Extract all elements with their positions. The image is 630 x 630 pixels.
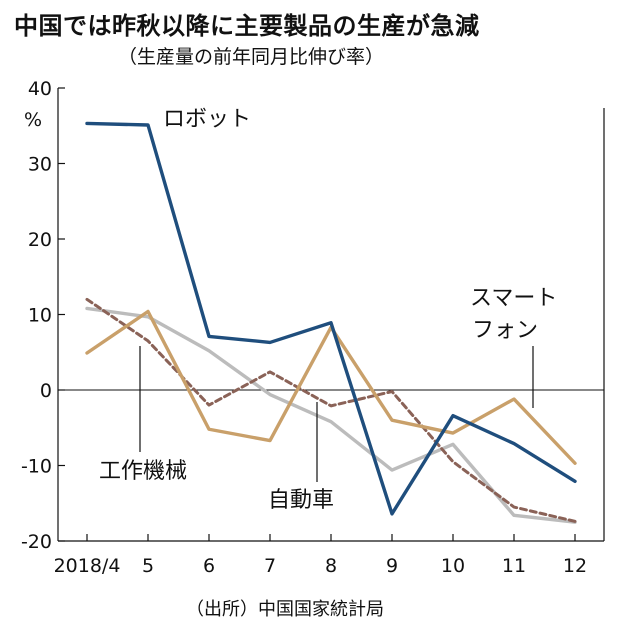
annotation-labels: ロボット スマート フォン 工作機械 自動車 — [99, 107, 557, 513]
chart-title: 中国では昨秋以降に主要製品の生産が急減 — [14, 12, 480, 40]
x-tick-label: 9 — [386, 555, 398, 577]
x-tick-label: 6 — [203, 555, 215, 577]
annotation-robot: ロボット — [163, 107, 251, 132]
tick-labels: 40 30 20 10 0 -10 -20% 2018/4 5 6 7 8 9 10 11 12 — [21, 78, 587, 577]
y-tick-label: 40 — [28, 78, 52, 100]
axes — [57, 87, 605, 542]
y-tick-label: 20 — [28, 229, 52, 251]
x-tick-label: 11 — [502, 555, 526, 577]
y-tick-label: -10 — [21, 456, 52, 478]
x-tick-label: 12 — [563, 555, 587, 577]
y-unit-label: % — [24, 109, 42, 131]
annotation-machine: 工作機械 — [99, 459, 187, 484]
series-lines — [85, 121, 577, 524]
x-tick-label: 5 — [142, 555, 154, 577]
y-tick-label: 0 — [40, 380, 52, 402]
annotation-smartphone-line1: スマート — [470, 286, 557, 311]
source-note: （出所）中国国家統計局 — [186, 599, 384, 620]
y-tick-label: 30 — [28, 154, 52, 176]
y-tick-label: -20 — [21, 531, 52, 553]
annotation-auto: 自動車 — [268, 488, 334, 513]
annotation-smartphone-line2: フォン — [472, 318, 538, 343]
x-tick-label: 7 — [264, 555, 276, 577]
y-tick-label: 10 — [28, 305, 52, 327]
chart-subtitle: （生産量の前年同月比伸び率） — [118, 46, 385, 68]
annotation-leaders — [139, 346, 534, 482]
x-tick-label: 8 — [325, 555, 337, 577]
x-tick-label: 10 — [441, 555, 465, 577]
x-tick-label: 2018/4 — [54, 555, 121, 577]
